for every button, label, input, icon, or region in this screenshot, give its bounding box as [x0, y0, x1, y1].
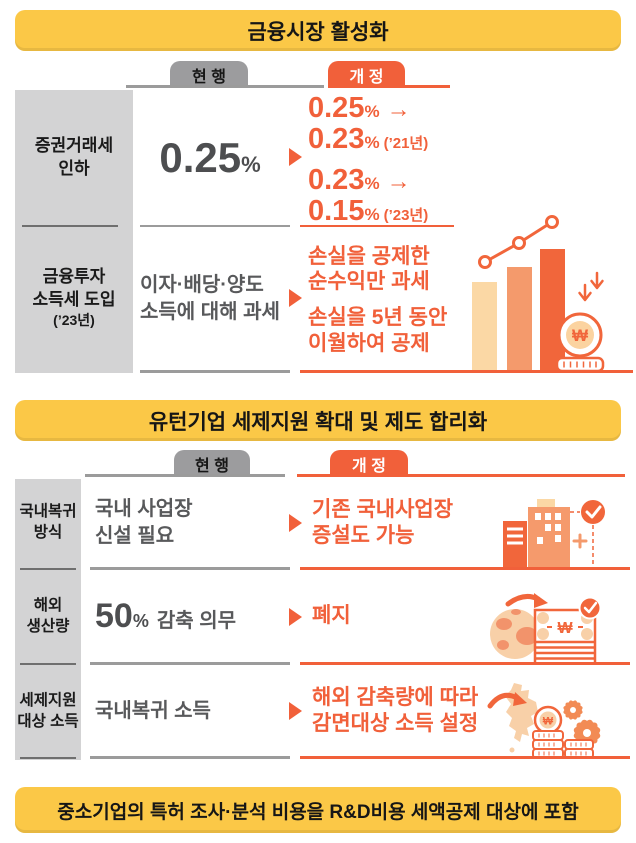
won-coin-icon: ₩	[533, 705, 563, 735]
section2-revised-tab-label: 개 정	[352, 457, 386, 475]
curved-arrow-icon	[505, 593, 548, 608]
section2-current-tab: 현 행	[174, 450, 250, 477]
s1-row2-revised: 손실을 공제한 순수익만 과세 손실을 5년 동안 이월하여 공제	[308, 244, 448, 355]
svg-text:₩: ₩	[557, 620, 573, 637]
s1-row1-current-value: 0.25	[159, 133, 242, 181]
row-divider	[140, 225, 290, 227]
row-divider	[22, 225, 118, 227]
row-divider	[300, 370, 633, 373]
row-divider	[90, 662, 290, 665]
row-divider	[90, 567, 290, 570]
s2-row1-current: 국내 사업장 신설 필요	[95, 498, 193, 547]
row-divider	[140, 370, 290, 373]
globe-icon	[490, 609, 540, 659]
s2-row1-arrow-icon	[289, 514, 302, 532]
row-divider	[300, 567, 630, 570]
trend-line-icon	[478, 215, 559, 269]
section2-revised-underline	[297, 474, 625, 477]
row-divider	[300, 756, 630, 759]
s2-row2-arrow-icon	[289, 608, 302, 626]
section1-current-tab-label: 현 행	[192, 68, 226, 86]
section1-revised-tab: 개 정	[328, 61, 405, 88]
s1-row2-label: 금융투자 소득세 도입 (’23년)	[32, 267, 116, 329]
section1-label-column	[15, 90, 133, 373]
check-icon	[581, 500, 605, 524]
row-divider	[90, 756, 290, 759]
plus-icon	[572, 533, 588, 549]
section1-revised-tab-label: 개 정	[349, 68, 384, 86]
row-divider	[300, 662, 630, 665]
section2-header: 유턴기업 세제지원 확대 및 제도 합리화	[15, 400, 621, 441]
section1-header: 금융시장 활성화	[15, 10, 621, 51]
bar-chart-icon	[472, 249, 565, 372]
s2-row3-label: 세제지원 대상 소득	[17, 691, 79, 730]
down-arrows-icon	[578, 271, 604, 302]
check-icon	[578, 596, 602, 620]
footer-banner: 중소기업의 특허 조사·분석 비용을 R&D비용 세액공제 대상에 포함	[15, 787, 621, 833]
coin-stack-ticks	[538, 733, 587, 756]
s2-row2-label: 해외 생산량	[26, 597, 70, 635]
s2-row2-current: 50% 감축 의무	[95, 596, 237, 635]
svg-text:₩: ₩	[572, 326, 589, 345]
section2-current-underline	[85, 474, 285, 477]
s2-row1-revised: 기존 국내사업장 증설도 가능	[312, 498, 454, 547]
row-divider	[20, 663, 76, 665]
banknote-stack-icon: ₩	[533, 608, 597, 664]
s2-row3-arrow-icon	[289, 702, 302, 720]
section2-current-tab-label: 현 행	[195, 457, 229, 475]
row-divider	[300, 225, 454, 227]
curved-arrow-icon	[487, 692, 527, 709]
s1-row1-revised-step2: 0.23% → 0.15% (’23년)	[308, 163, 429, 227]
globe-banknotes-illustration: ₩	[490, 593, 602, 664]
dashed-guides	[570, 511, 594, 568]
footer-text: 중소기업의 특허 조사·분석 비용을 R&D비용 세액공제 대상에 포함	[57, 801, 579, 823]
section2-revised-tab: 개 정	[330, 450, 408, 477]
s1-row1-arrow-icon	[289, 148, 302, 166]
building-icon	[503, 499, 570, 569]
row-divider	[20, 568, 76, 570]
s1-row2-arrow-icon	[289, 289, 302, 307]
s1-row1-label: 증권거래세 인하	[34, 136, 114, 178]
section1-revised-underline	[336, 85, 450, 88]
section1-current-underline	[126, 85, 324, 88]
s1-row1-revised-step1: 0.25% → 0.23% (’21년)	[308, 92, 429, 156]
s2-row1-label: 국내복귀 방식	[19, 503, 77, 541]
svg-text:₩: ₩	[543, 716, 554, 728]
s2-row3-current: 국내복귀 소득	[95, 699, 211, 722]
won-coin-icon: ₩	[555, 312, 605, 372]
section2-title: 유턴기업 세제지원 확대 및 제도 합리화	[148, 410, 488, 434]
s1-row2-current: 이자·배당·양도 소득에 대해 과세	[140, 273, 280, 323]
factory-buildings-illustration	[503, 499, 605, 569]
stock-chart-coin-illustration: ₩	[472, 215, 605, 372]
section2-label-column	[15, 479, 81, 760]
korea-map-coins-gears-illustration: ₩	[487, 683, 601, 758]
s1-row1-current: 0.25%	[135, 90, 285, 225]
s1-row1-revised: 0.25% → 0.23% (’21년) 0.23% → 0.15% (’23년)	[308, 92, 429, 227]
s1-row1-current-unit: %	[241, 151, 261, 177]
section1-current-tab: 현 행	[170, 61, 248, 88]
section1-title: 금융시장 활성화	[247, 20, 389, 44]
s2-row2-revised: 폐지	[312, 604, 351, 628]
row-divider	[20, 757, 76, 759]
s2-row3-revised: 해외 감축량에 따라 감면대상 소득 설정	[312, 686, 479, 735]
coin-stack-icon	[532, 730, 594, 758]
